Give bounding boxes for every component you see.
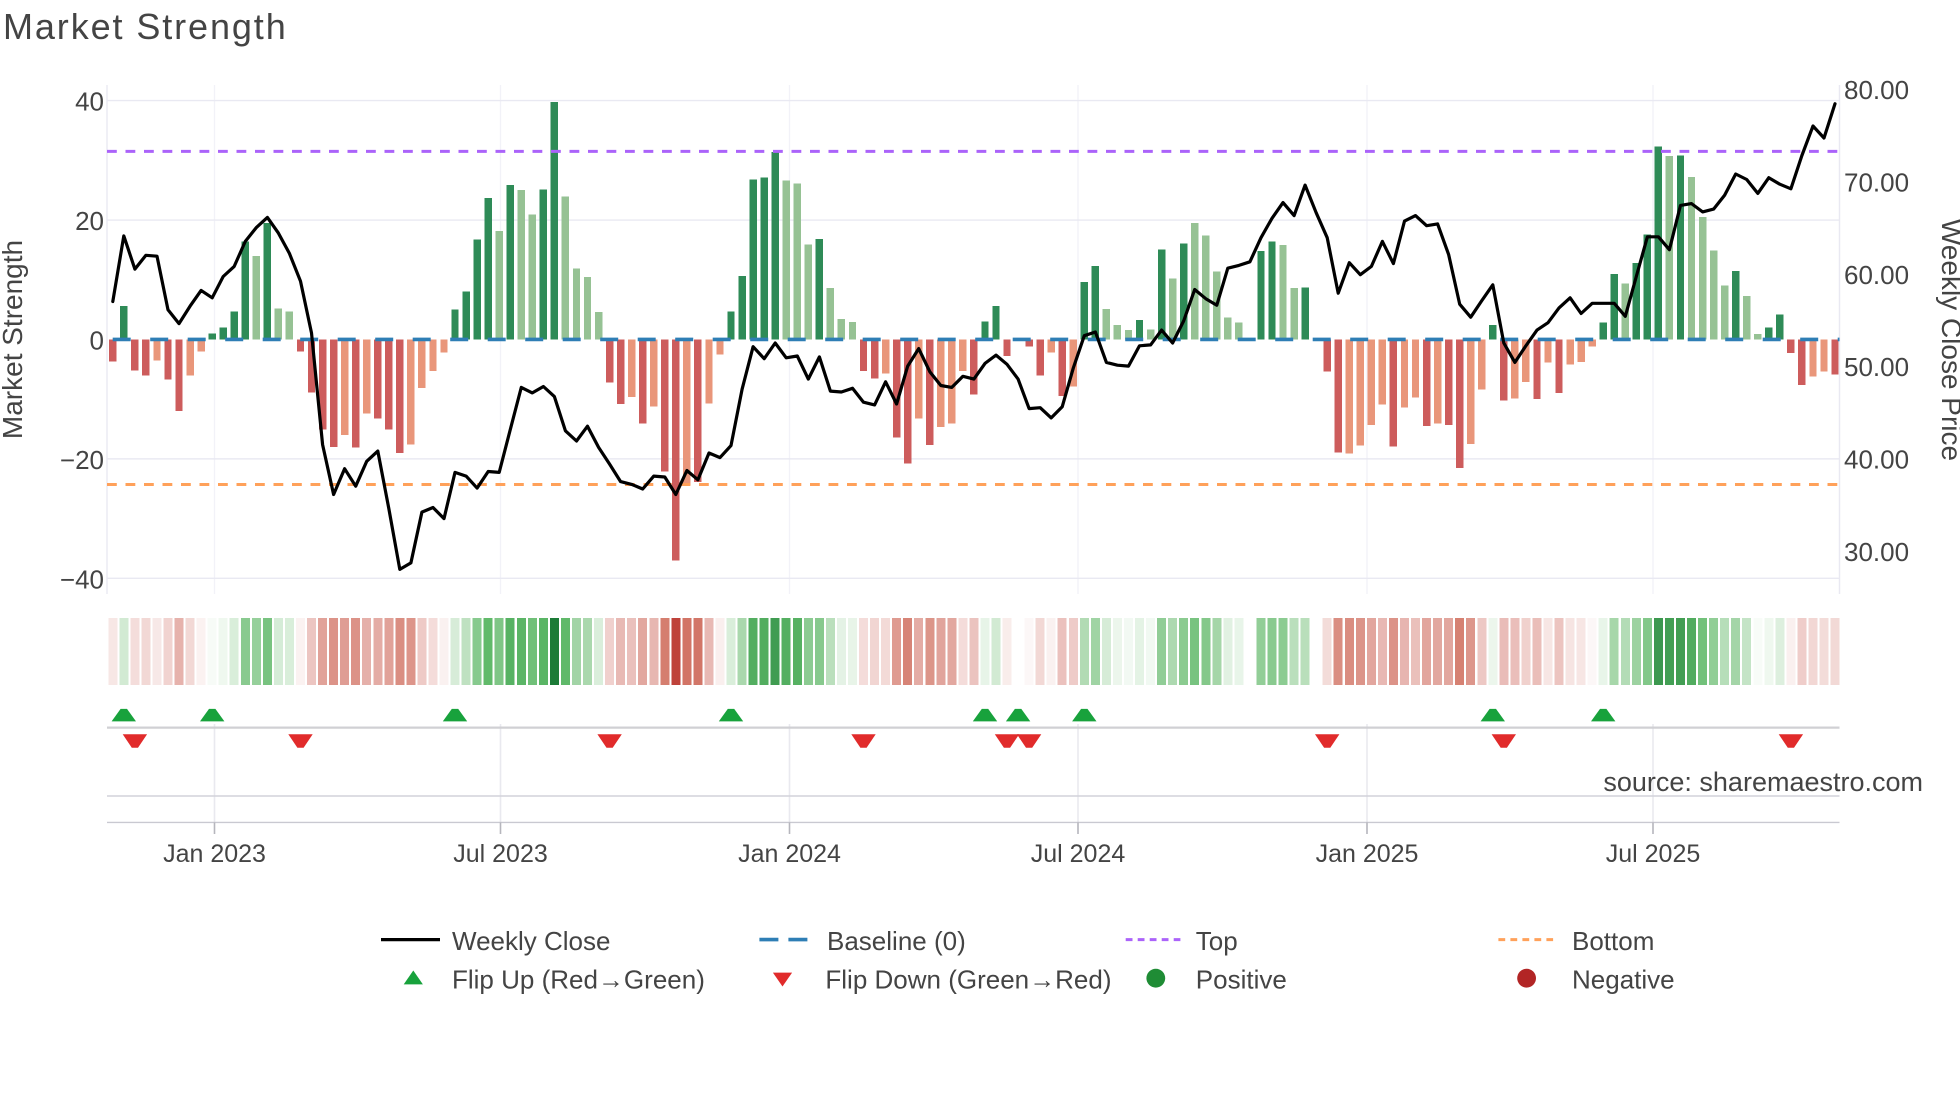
svg-text:40.00: 40.00 [1844, 445, 1909, 475]
svg-text:Jan 2025: Jan 2025 [1316, 840, 1419, 868]
svg-text:80.00: 80.00 [1844, 75, 1909, 105]
svg-text:Market Strength: Market Strength [0, 240, 28, 439]
svg-text:Negative: Negative [1572, 965, 1675, 995]
svg-text:Market Strength: Market Strength [3, 6, 288, 47]
svg-text:Jul 2023: Jul 2023 [453, 840, 548, 868]
svg-text:60.00: 60.00 [1844, 260, 1909, 290]
svg-text:−20: −20 [60, 445, 104, 475]
svg-text:0: 0 [90, 325, 104, 355]
svg-text:Jan 2024: Jan 2024 [738, 840, 841, 868]
svg-text:−40: −40 [60, 564, 104, 594]
svg-text:Jul 2025: Jul 2025 [1606, 840, 1701, 868]
svg-text:Weekly Close Price: Weekly Close Price [1936, 219, 1960, 461]
svg-text:20: 20 [75, 206, 104, 236]
svg-text:Bottom: Bottom [1572, 926, 1654, 956]
svg-text:Flip Up (Red→Green): Flip Up (Red→Green) [452, 965, 705, 995]
svg-text:Flip Down (Green→Red): Flip Down (Green→Red) [825, 965, 1111, 995]
svg-text:Jan 2023: Jan 2023 [163, 840, 266, 868]
svg-text:Jul 2024: Jul 2024 [1031, 840, 1126, 868]
svg-text:source: sharemaestro.com: source: sharemaestro.com [1603, 767, 1923, 797]
svg-text:Positive: Positive [1196, 965, 1287, 995]
svg-text:Weekly Close: Weekly Close [452, 926, 610, 956]
svg-text:30.00: 30.00 [1844, 537, 1909, 567]
svg-text:Baseline (0): Baseline (0) [827, 926, 966, 956]
svg-text:70.00: 70.00 [1844, 167, 1909, 197]
svg-text:40: 40 [75, 87, 104, 117]
svg-text:50.00: 50.00 [1844, 352, 1909, 382]
svg-text:Top: Top [1196, 926, 1238, 956]
